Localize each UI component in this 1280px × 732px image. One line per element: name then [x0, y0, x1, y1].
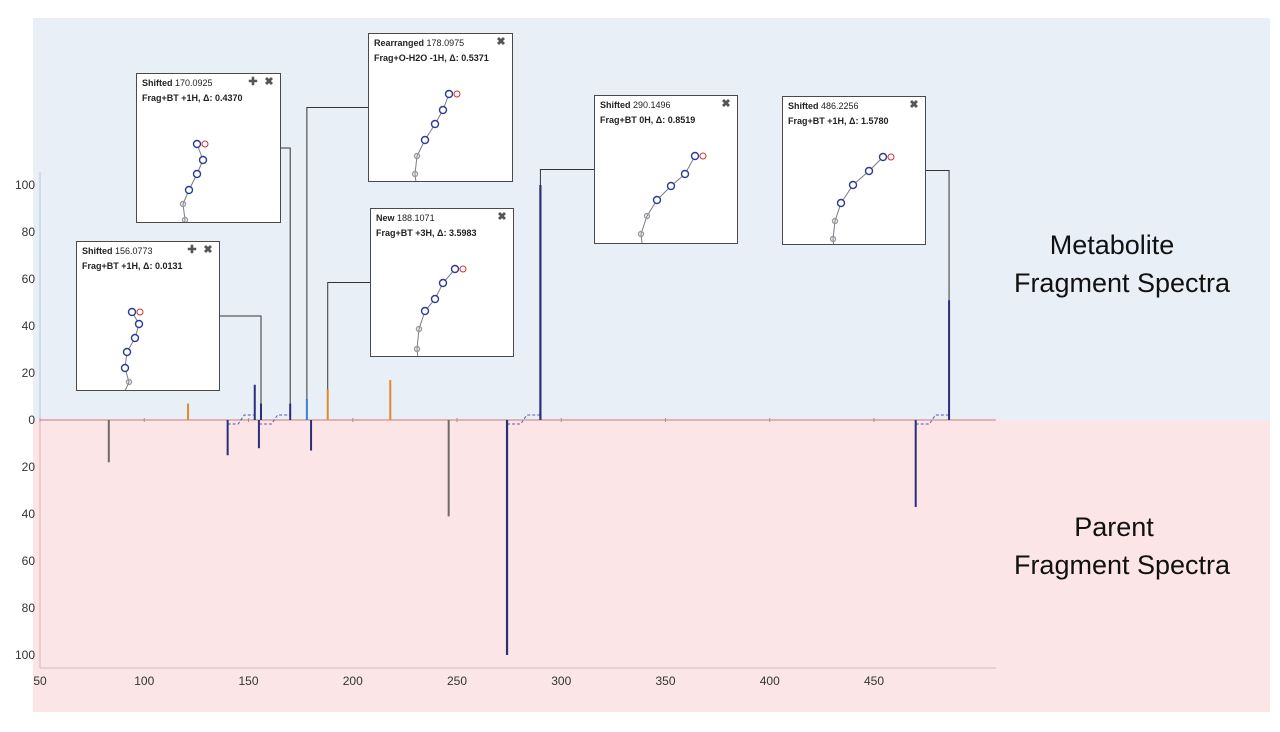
x-tick-label: 200 — [343, 674, 363, 688]
shift-connectors — [227, 414, 950, 425]
close-icon[interactable]: ✖ — [496, 36, 506, 48]
pin-icon[interactable]: ✚ — [187, 244, 197, 256]
y-tick-label: 100 — [15, 178, 35, 192]
x-tick-label: 100 — [134, 674, 154, 688]
callout-mz: 170.0925 — [175, 78, 213, 88]
peaks — [107, 185, 951, 655]
y-tick-label: 100 — [15, 648, 35, 662]
close-icon[interactable]: ✖ — [721, 98, 731, 110]
annotation-leader-line — [220, 315, 262, 404]
y-tick-label: 80 — [22, 225, 36, 239]
structure-diagram — [413, 264, 467, 356]
callout-type: Rearranged — [374, 38, 425, 48]
y-tick-label: 60 — [22, 554, 36, 568]
pin-icon[interactable]: ✚ — [248, 76, 258, 88]
callout-mz: 156.0773 — [115, 246, 153, 256]
callout-mz: 178.0975 — [426, 38, 465, 48]
callout-mz: 188.1071 — [397, 213, 435, 223]
y-tick-label: 40 — [22, 507, 36, 521]
callout-desc: Frag+BT +3H, Δ: 3.5983 — [376, 228, 477, 238]
structure-diagram — [179, 139, 209, 222]
close-icon[interactable]: ✖ — [497, 211, 507, 223]
annotation-leader-line — [281, 147, 291, 404]
y-tick-label: 20 — [22, 366, 36, 380]
parent-panel-bg — [33, 420, 1270, 712]
callout-shifted-156: Shifted 156.0773 Frag+BT +1H, Δ: 0.0131 … — [76, 241, 220, 391]
structure-diagram — [637, 151, 707, 243]
callout-new-188: New 188.1071 Frag+BT +3H, Δ: 3.5983 ✖ — [370, 208, 514, 357]
shift-connector — [915, 414, 950, 425]
y-tick-label: 80 — [22, 601, 36, 615]
structure-diagram — [120, 307, 144, 390]
parent-label-line2: Fragment Spectra — [1014, 550, 1231, 580]
x-tick-label: 50 — [33, 674, 47, 688]
close-icon[interactable]: ✖ — [909, 99, 919, 111]
x-tick-label: 400 — [760, 674, 780, 688]
x-tick-label: 250 — [447, 674, 467, 688]
close-icon[interactable]: ✖ — [264, 76, 274, 88]
shift-connector — [227, 414, 255, 425]
callout-mz: 486.2256 — [821, 101, 859, 111]
callout-desc: Frag+BT +1H, Δ: 0.4370 — [142, 93, 243, 103]
structure-diagram — [411, 89, 461, 181]
y-tick-label: 20 — [22, 460, 36, 474]
callout-shifted-290: Shifted 290.1496 Frag+BT 0H, Δ: 0.8519 ✖ — [594, 95, 738, 244]
y-tick-label: 0 — [28, 413, 35, 427]
callout-shifted-486: Shifted 486.2256 Frag+BT +1H, Δ: 1.5780 … — [782, 96, 926, 245]
callout-type: Shifted — [788, 101, 819, 111]
annotation-leader-line — [926, 170, 950, 301]
structure-diagram — [829, 152, 895, 244]
callout-type: Shifted — [142, 78, 173, 88]
callout-shifted-170: Shifted 170.0925 Frag+BT +1H, Δ: 0.4370 … — [136, 73, 281, 223]
y-tick-label: 40 — [22, 319, 36, 333]
annotation-links — [220, 107, 950, 404]
x-tick-label: 350 — [655, 674, 675, 688]
callout-mz: 290.1496 — [633, 100, 671, 110]
annotation-leader-line — [306, 107, 368, 399]
callout-desc: Frag+BT +1H, Δ: 0.0131 — [82, 261, 183, 271]
y-tick-label: 60 — [22, 272, 36, 286]
shift-connector — [258, 414, 291, 425]
metabolite-label-line1: Metabolite — [1050, 230, 1175, 260]
x-tick-label: 450 — [864, 674, 884, 688]
callout-type: Shifted — [82, 246, 113, 256]
metabolite-label-line2: Fragment Spectra — [1014, 268, 1231, 298]
shift-connector — [507, 414, 541, 425]
annotation-leader-line — [539, 169, 594, 185]
callout-desc: Frag+O-H2O -1H, Δ: 0.5371 — [374, 53, 489, 63]
callout-type: Shifted — [600, 100, 631, 110]
x-tick-label: 150 — [238, 674, 258, 688]
close-icon[interactable]: ✖ — [203, 244, 213, 256]
callout-desc: Frag+BT 0H, Δ: 0.8519 — [600, 115, 696, 125]
callout-desc: Frag+BT +1H, Δ: 1.5780 — [788, 116, 889, 126]
annotation-leader-line — [327, 282, 370, 390]
x-tick-label: 300 — [551, 674, 571, 688]
callout-type: New — [376, 213, 395, 223]
parent-label-line1: Parent — [1074, 512, 1154, 542]
callout-rearranged-178: Rearranged 178.0975 Frag+O-H2O -1H, Δ: 0… — [368, 33, 513, 182]
